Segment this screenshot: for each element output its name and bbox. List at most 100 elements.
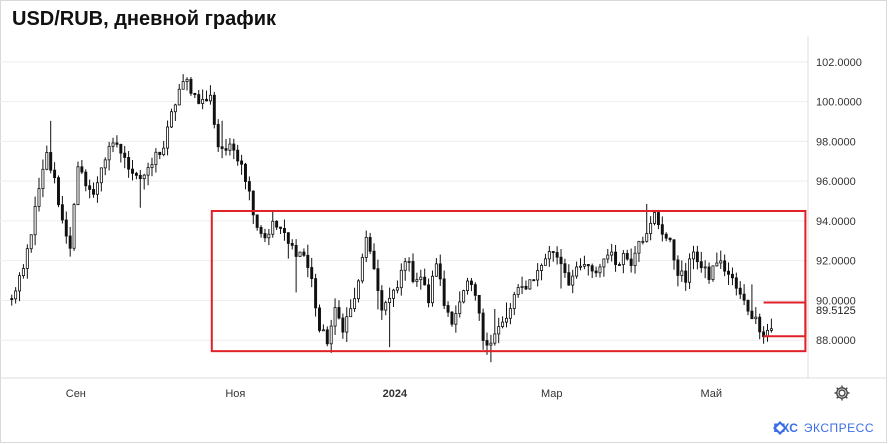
- candle-body: [205, 98, 208, 102]
- candle-body: [286, 232, 290, 244]
- candle-body: [131, 168, 134, 174]
- candle-body: [25, 248, 29, 269]
- candle-body: [711, 265, 715, 280]
- candle-body: [45, 152, 49, 170]
- candle-body: [267, 233, 271, 239]
- candle-body: [563, 263, 567, 274]
- candle-body: [695, 251, 699, 263]
- candle-body: [660, 224, 664, 235]
- candle-body: [532, 279, 536, 282]
- candle-body: [376, 268, 380, 291]
- candle-body: [49, 152, 53, 171]
- candle-body: [321, 329, 325, 332]
- candle-body: [107, 145, 111, 161]
- candle-body: [134, 172, 138, 176]
- y-tick-label: 94.0000: [816, 216, 856, 228]
- candle-body: [508, 308, 512, 319]
- candle-body: [29, 234, 33, 250]
- candle-body: [458, 301, 462, 314]
- candle-body: [758, 316, 762, 333]
- candle-body: [123, 152, 127, 158]
- candle-body: [80, 166, 84, 173]
- candle-body: [224, 148, 228, 151]
- candle-body: [579, 265, 582, 268]
- candle-body: [512, 294, 516, 309]
- candle-body: [730, 273, 734, 279]
- candle-body: [228, 143, 232, 151]
- candle-body: [684, 270, 688, 283]
- candle-body: [282, 228, 286, 234]
- candle-body: [356, 280, 360, 300]
- y-tick-label: 100.0000: [816, 97, 862, 109]
- y-tick-label: 88.0000: [816, 335, 856, 347]
- candle-body: [450, 311, 454, 325]
- candle-body: [146, 167, 150, 176]
- candle-body: [142, 174, 146, 180]
- chart-title: USD/RUB, дневной график: [12, 8, 277, 30]
- candle-body: [466, 280, 470, 291]
- candle-body: [10, 298, 14, 301]
- y-tick-label: 98.0000: [816, 136, 856, 148]
- candle-body: [384, 302, 388, 311]
- candle-body: [633, 252, 637, 266]
- candle-body: [197, 94, 201, 104]
- candle-body: [750, 310, 754, 320]
- candle-body: [723, 260, 727, 272]
- candle-body: [302, 251, 306, 256]
- candle-body: [649, 222, 653, 235]
- candle-body: [571, 275, 575, 286]
- candle-body: [411, 261, 415, 282]
- candle-body: [699, 261, 703, 269]
- brand-sub: ЭКСПРЕСС: [803, 421, 874, 435]
- candle-body: [380, 290, 384, 311]
- candle-body: [310, 267, 314, 280]
- candle-body: [201, 98, 205, 104]
- candle-body: [177, 88, 181, 106]
- candle-body: [547, 251, 551, 260]
- candle-body: [481, 312, 485, 341]
- candle-body: [497, 326, 501, 335]
- candle-body: [259, 227, 263, 234]
- candle-body: [166, 126, 170, 149]
- candle-body: [181, 81, 185, 90]
- candle-body: [314, 278, 318, 309]
- candle-body: [290, 243, 294, 246]
- candle-body: [707, 266, 711, 280]
- candle-body: [158, 151, 162, 156]
- candle-body: [353, 298, 357, 310]
- candle-body: [364, 237, 368, 258]
- y-tick-label: 96.0000: [816, 176, 856, 188]
- candle-body: [255, 214, 259, 228]
- candle-body: [403, 261, 407, 271]
- candle-body: [738, 287, 742, 295]
- candle-body: [21, 268, 25, 277]
- candle-body: [72, 204, 76, 249]
- gear-icon[interactable]: [832, 383, 852, 403]
- candle-body: [524, 285, 528, 290]
- candle-body: [407, 261, 411, 263]
- candle-body: [127, 157, 131, 170]
- candle-body: [395, 287, 399, 291]
- candle-body: [60, 204, 64, 221]
- candle-body: [582, 264, 586, 267]
- candle-body: [169, 111, 173, 128]
- candle-body: [57, 177, 60, 206]
- candle-body: [271, 220, 275, 235]
- candle-body: [688, 258, 692, 283]
- candle-body: [454, 313, 458, 325]
- candle-body: [263, 233, 267, 239]
- candle-body: [629, 258, 633, 266]
- candle-body: [306, 254, 310, 268]
- candle-body: [501, 321, 505, 327]
- candle-body: [84, 171, 88, 187]
- candle-body: [333, 307, 337, 327]
- candle-body: [520, 285, 524, 288]
- x-tick-label: 2024: [383, 388, 408, 400]
- candle-body: [423, 276, 427, 286]
- candle-body: [676, 259, 680, 276]
- candle-body: [528, 279, 532, 290]
- candle-body: [656, 212, 660, 226]
- x-tick-label: Сен: [66, 388, 86, 400]
- candle-body: [586, 264, 590, 267]
- candle-body: [173, 104, 177, 113]
